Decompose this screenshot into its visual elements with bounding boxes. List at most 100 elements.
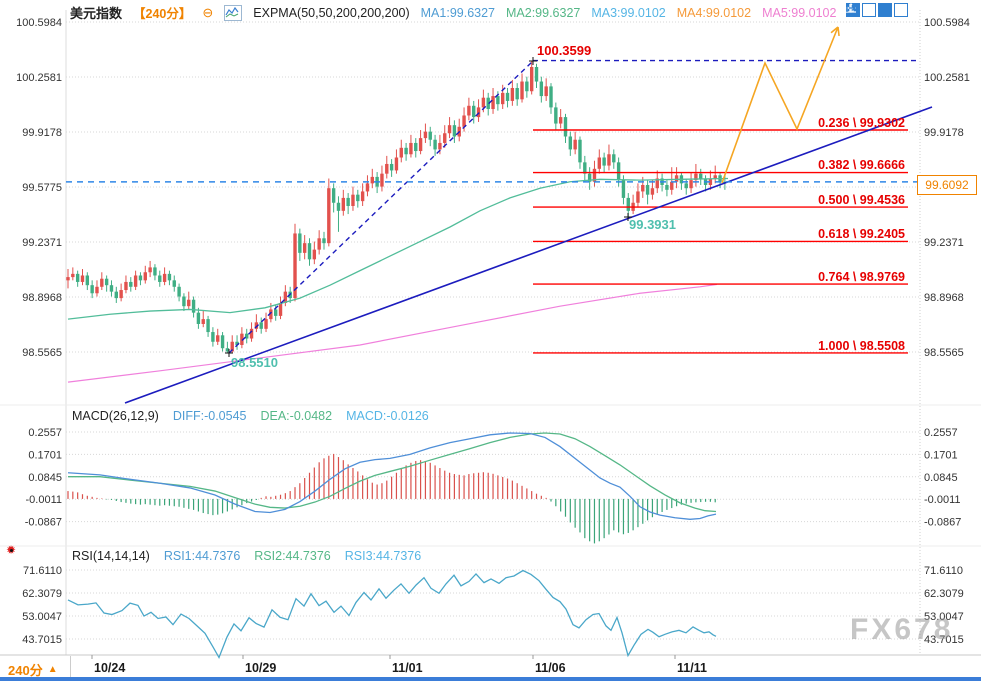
- ma2-line: [67, 177, 729, 320]
- candle-body: [394, 157, 399, 171]
- candle-body: [365, 183, 370, 192]
- candle-body: [71, 273, 75, 278]
- candle-body: [443, 133, 447, 143]
- grid-chart-icon[interactable]: [846, 3, 876, 17]
- projection-arrowhead: [837, 26, 840, 37]
- indicator-label: EXPMA(50,50,200,200,200): [253, 5, 410, 20]
- collapse-icon[interactable]: ⊖: [202, 5, 214, 20]
- candle-body: [317, 238, 321, 250]
- macd-diff-line: [67, 432, 717, 520]
- instrument-title: 美元指数: [70, 6, 123, 21]
- candle-body: [153, 267, 157, 276]
- candle-body: [428, 131, 432, 140]
- candle-body: [389, 163, 394, 171]
- candle-body: [684, 183, 688, 189]
- indicator-chart-icon[interactable]: [224, 4, 243, 21]
- macd-dea-line: [68, 432, 717, 513]
- candle-body: [206, 319, 210, 333]
- candle-body: [104, 278, 109, 286]
- y-axis-label-left: 53.0047: [22, 611, 62, 623]
- y-axis-label-left: -0.0011: [26, 494, 63, 506]
- macd-header: MACD(26,12,9) DIFF:-0.0545 DEA:-0.0482 M…: [72, 409, 429, 423]
- ma2-value: MA2:99.6327: [506, 5, 581, 20]
- y-axis-label-right: 62.3079: [924, 588, 964, 600]
- candle-body: [481, 97, 486, 108]
- candle-body: [670, 181, 674, 190]
- candle-body: [254, 322, 259, 329]
- candle-body: [578, 139, 582, 163]
- candle-body: [655, 178, 659, 189]
- candle-body: [109, 285, 114, 292]
- candle-body: [447, 125, 452, 134]
- rsi-name: RSI(14,14,14): [72, 549, 150, 563]
- y-axis-label-right: 0.1701: [924, 449, 958, 461]
- fib-label-0618: 0.618 \ 99.2405: [818, 227, 905, 241]
- candle-body: [95, 286, 99, 294]
- candle-body: [491, 96, 495, 110]
- candle-body: [235, 341, 239, 345]
- candle-body: [597, 157, 601, 169]
- candle-body: [191, 299, 196, 313]
- candle-body: [399, 147, 403, 158]
- watermark: FX678: [850, 613, 954, 646]
- candle-body: [534, 66, 539, 82]
- candle-body: [621, 180, 626, 198]
- y-axis-label-left: 99.9178: [22, 127, 62, 139]
- candle-body: [75, 273, 80, 282]
- candle-body: [346, 197, 350, 206]
- candle-body: [612, 154, 616, 163]
- x-axis-date-label: 11/11: [677, 661, 707, 675]
- candle-body: [694, 173, 698, 181]
- candle-body: [162, 273, 167, 282]
- candle-body: [370, 176, 374, 184]
- local-low-label: 99.3931: [629, 217, 676, 232]
- rsi3-value: RSI3:44.7376: [344, 549, 422, 563]
- candle-body: [452, 125, 457, 137]
- candle-body: [583, 162, 587, 174]
- footer-timeframe-label: 240分: [8, 663, 43, 678]
- candle-body: [245, 333, 249, 339]
- candle-body: [143, 272, 147, 281]
- candle-body: [114, 291, 118, 299]
- candle-body: [293, 233, 297, 299]
- swing-low-label: 98.5510: [231, 355, 278, 370]
- y-axis-label-right: 43.7015: [924, 634, 964, 646]
- candle-body: [312, 249, 317, 260]
- candle-body: [568, 136, 573, 150]
- candle-body: [486, 97, 490, 110]
- rsi2-value: RSI2:44.7376: [254, 549, 331, 563]
- candle-body: [220, 335, 225, 349]
- candle-body: [264, 319, 268, 329]
- y-axis-label-left: 98.5565: [22, 347, 62, 359]
- y-axis-label-left: 99.2371: [22, 237, 62, 249]
- y-axis-label-right: -0.0867: [924, 517, 961, 529]
- candle-body: [414, 142, 418, 152]
- candle-body: [554, 107, 558, 124]
- y-axis-label-left: 43.7015: [22, 634, 62, 646]
- candle-body: [380, 173, 384, 187]
- candle-body: [539, 81, 544, 97]
- candle-body: [80, 275, 85, 282]
- candle-body: [85, 275, 90, 286]
- candle-body: [409, 142, 413, 155]
- candle-body: [563, 117, 568, 137]
- ma1-value: MA1:99.6327: [420, 5, 495, 20]
- timeframe-label[interactable]: 【240分】: [133, 7, 192, 21]
- y-axis-label-left: 100.2581: [16, 72, 62, 84]
- candle-body: [462, 115, 466, 127]
- candle-body: [201, 319, 205, 324]
- candle-body: [650, 188, 655, 195]
- line-chart-icon[interactable]: [846, 3, 892, 17]
- candle-body: [472, 105, 476, 118]
- footer-timeframe-selector[interactable]: 240分 ▲: [8, 660, 58, 679]
- candle-body: [587, 173, 592, 182]
- macd-name: MACD(26,12,9): [72, 409, 159, 423]
- candle-body: [602, 157, 606, 166]
- candle-body: [331, 188, 336, 203]
- trendline-dashed: [228, 60, 534, 354]
- candle-body: [273, 309, 278, 316]
- candle-body: [699, 173, 703, 179]
- y-axis-label-left: 0.2557: [28, 427, 62, 439]
- export-icon[interactable]: [846, 3, 908, 17]
